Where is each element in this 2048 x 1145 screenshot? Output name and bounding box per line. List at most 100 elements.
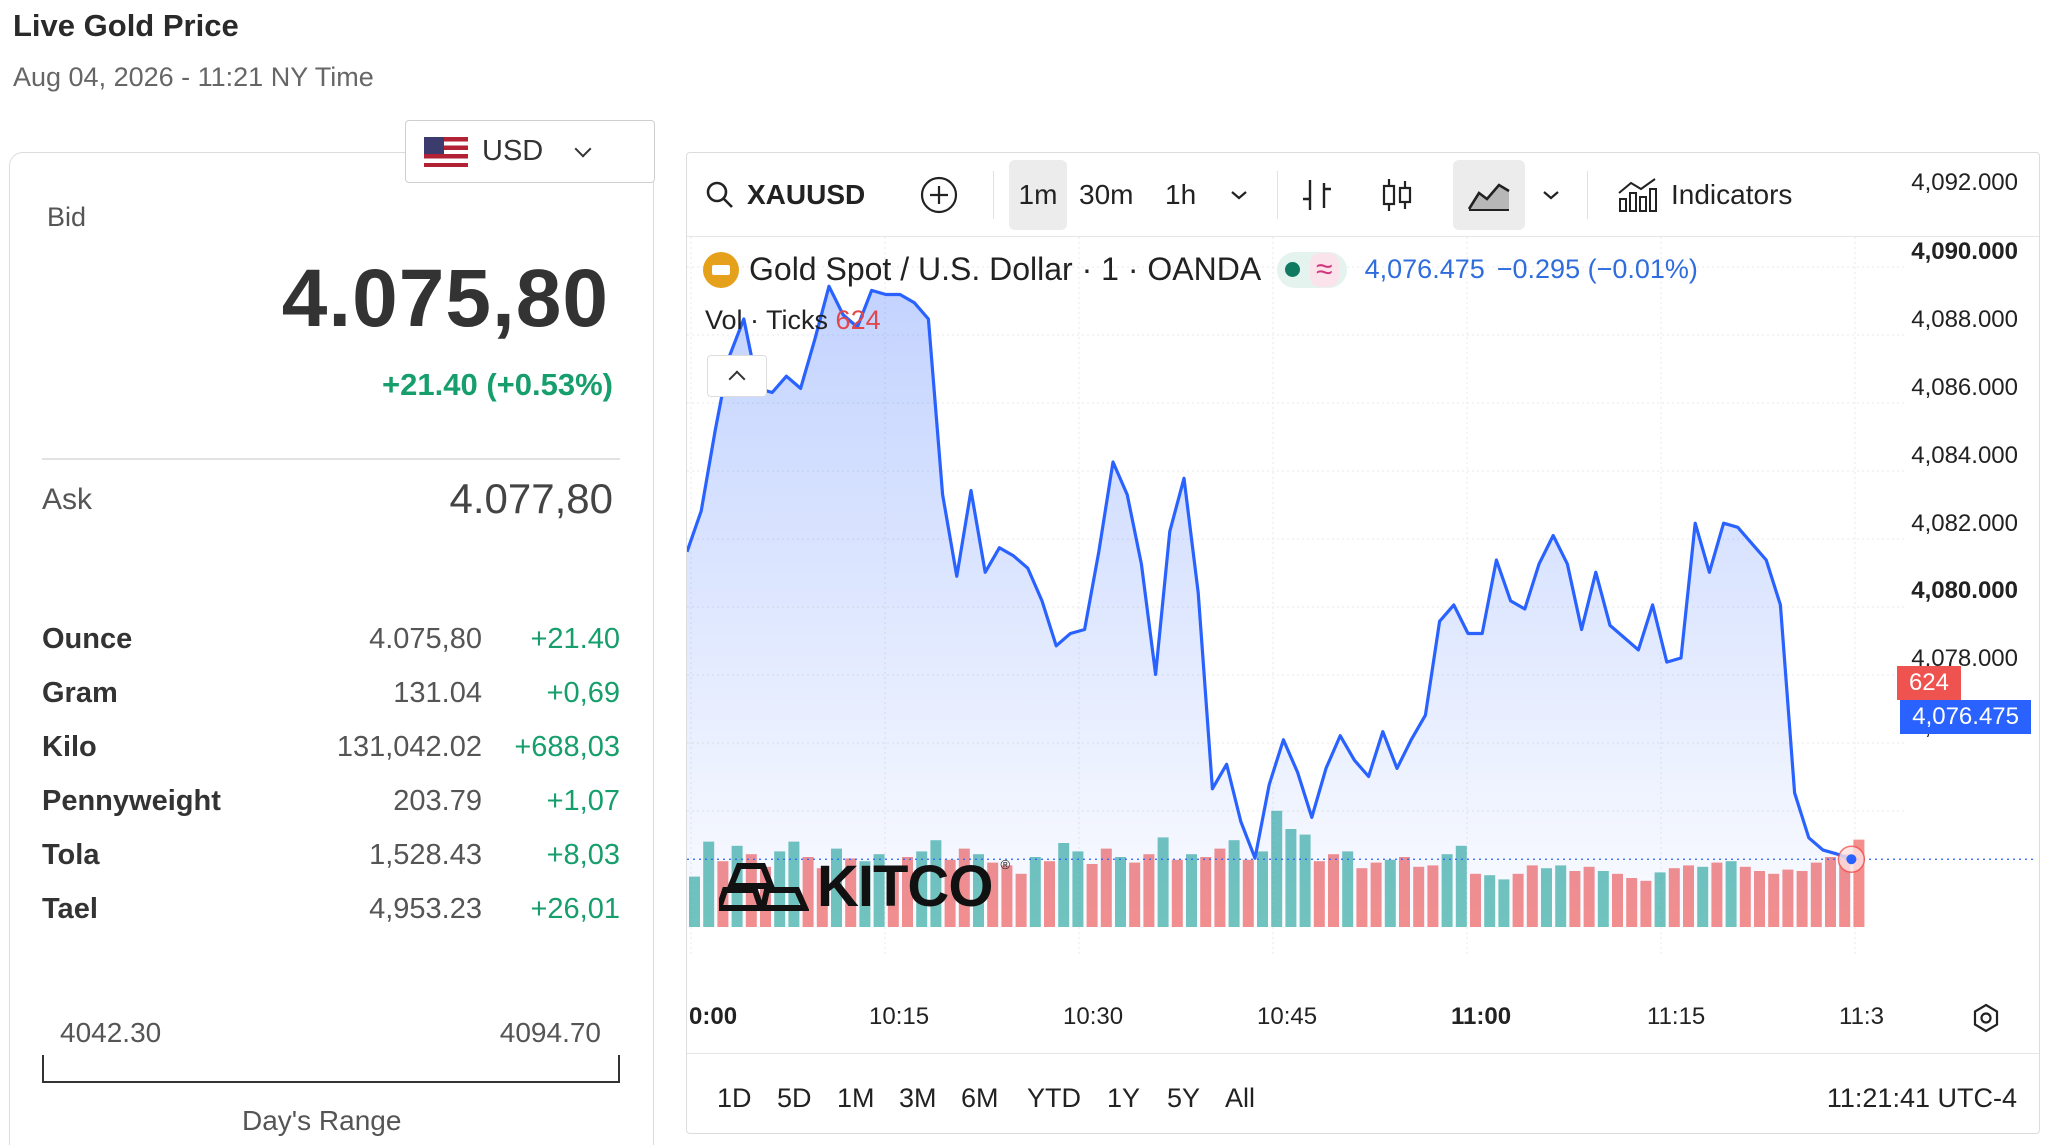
time-axis-label: 11:15 (1647, 1003, 1706, 1030)
chevron-down-icon (1231, 191, 1247, 200)
volume-value: 624 (835, 305, 881, 335)
price-axis-label: 4,088.000 (1911, 306, 2018, 333)
chart-style-dropdown[interactable] (1539, 153, 1563, 237)
unit-name: Pennyweight (42, 784, 221, 817)
price-tag: 4,076.475 (1900, 700, 2031, 734)
collapse-legend-button[interactable] (707, 355, 767, 397)
registered-mark: ® (1000, 857, 1011, 872)
symbol-search[interactable]: XAUUSD (705, 153, 865, 237)
range-button-all[interactable]: All (1225, 1083, 1256, 1113)
indicators-icon (1618, 178, 1657, 212)
interval-dropdown[interactable] (1227, 153, 1251, 237)
price-axis-label: 4,090.000 (1911, 238, 2018, 265)
unit-change: +1,07 (546, 784, 620, 817)
indicators-button[interactable]: Indicators (1615, 153, 1792, 237)
last-price-marker (1846, 854, 1857, 865)
price-axis-label: 4,080.000 (1911, 577, 2018, 604)
candles-icon (1382, 179, 1412, 211)
tb-sep (1587, 171, 1588, 219)
bid-change: +21.40 (+0.53%) (382, 367, 613, 402)
time-axis-label: 10:45 (1257, 1003, 1318, 1030)
search-icon (706, 181, 733, 208)
unit-change: +688,03 (514, 730, 620, 763)
range-low: 4042.30 (60, 1017, 162, 1048)
symbol-label: XAUUSD (747, 179, 866, 210)
range-button-5y[interactable]: 5Y (1167, 1083, 1201, 1113)
time-axis-label: 11:3 (1839, 1003, 1884, 1030)
range-button-ytd[interactable]: YTD (1027, 1083, 1081, 1113)
market-status: ≈ (1277, 251, 1347, 288)
price-axis-label: 4,084.000 (1911, 442, 2018, 469)
volume-legend: Vol · Ticks 624 (705, 305, 881, 336)
unit-name: Tola (42, 838, 100, 871)
unit-row: Ounce 4.075,80 +21.40 (42, 612, 620, 666)
clock: 11:21:41 UTC-4 (1826, 1083, 2017, 1113)
price-chart (687, 237, 2035, 957)
unit-row: Kilo 131,042.02 +688,03 (42, 720, 620, 774)
tb-sep (1277, 171, 1278, 219)
kitco-logo: KITCO ® (719, 853, 1010, 920)
unit-price: 4.075,80 (369, 622, 482, 655)
plus-circle-icon (920, 176, 958, 214)
time-axis-label: 10:15 (869, 1003, 930, 1030)
ask-label: Ask (42, 483, 93, 516)
unit-row: Tola 1,528.43 +8,03 (42, 828, 620, 882)
indicators-label: Indicators (1671, 179, 1793, 210)
unit-change: +21.40 (530, 622, 620, 655)
settings-icon[interactable] (1971, 1003, 2001, 1033)
chevron-up-icon (728, 370, 746, 388)
interval-1h[interactable]: 1h (1165, 153, 1196, 237)
unit-change: +26,01 (530, 892, 620, 925)
interval-label: 30m (1079, 179, 1134, 210)
bar-style-button[interactable] (1297, 153, 1337, 237)
range-button-1m[interactable]: 1M (837, 1083, 875, 1113)
interval-30m[interactable]: 30m (1079, 153, 1133, 237)
bid-value: 4.075,80 (281, 253, 609, 344)
chevron-down-icon (574, 140, 592, 157)
range-button-1y[interactable]: 1Y (1107, 1083, 1141, 1113)
unit-price: 131,042.02 (336, 730, 482, 763)
price-axis-label: 4,086.000 (1911, 374, 2018, 401)
unit-name: Tael (42, 892, 98, 925)
chart-toolbar: XAUUSD 1m 30m 1h Indicators (687, 153, 2039, 237)
unit-table: Ounce 4.075,80 +21.40 Gram 131.04 +0,69 … (42, 612, 620, 936)
area-style-button[interactable] (1453, 160, 1525, 230)
kitco-wordmark: KITCO (817, 854, 993, 919)
chevron-down-icon (1543, 191, 1559, 200)
range-caption: Day's Range (242, 1105, 402, 1136)
page-title: Live Gold Price (13, 8, 239, 43)
range-bar (42, 1055, 620, 1083)
range-button-5d[interactable]: 5D (777, 1083, 812, 1113)
interval-1m[interactable]: 1m (1009, 160, 1067, 230)
add-symbol-button[interactable] (919, 153, 959, 237)
unit-price: 1,528.43 (369, 838, 482, 871)
delayed-icon: ≈ (1310, 252, 1339, 287)
unit-change: +8,03 (546, 838, 620, 871)
range-button-1d[interactable]: 1D (717, 1083, 752, 1113)
us-flag-icon (424, 136, 468, 167)
gold-icon (703, 251, 739, 288)
volume-label: Vol · Ticks (705, 305, 829, 335)
price-axis-label: 4,082.000 (1911, 510, 2018, 537)
page-subtitle: Aug 04, 2026 - 11:21 NY Time (13, 62, 374, 92)
status-dot-icon (1285, 262, 1301, 277)
price-area (687, 286, 1852, 927)
instrument-name: Gold Spot / U.S. Dollar · 1 · OANDA (749, 251, 1262, 287)
ask-value: 4.077,80 (449, 475, 614, 522)
unit-price: 203.79 (393, 784, 482, 817)
candle-style-button[interactable] (1377, 153, 1417, 237)
range-button-3m[interactable]: 3M (899, 1083, 937, 1113)
price-axis-label: 4,092.000 (1911, 169, 2018, 196)
currency-select[interactable]: USD (405, 120, 655, 183)
volume-tag: 624 (1896, 666, 1961, 700)
unit-change: +0,69 (546, 676, 620, 709)
time-axis-label: 11:00 (1451, 1003, 1512, 1030)
bid-label: Bid (47, 202, 87, 232)
unit-name: Ounce (42, 622, 133, 655)
time-axis-label: 0:00 (689, 1003, 738, 1030)
area-chart-icon (1467, 183, 1510, 211)
time-axis-label: 10:30 (1063, 1003, 1124, 1030)
interval-label: 1h (1165, 179, 1197, 210)
range-button-6m[interactable]: 6M (961, 1083, 999, 1113)
bars-icon (1303, 180, 1331, 210)
